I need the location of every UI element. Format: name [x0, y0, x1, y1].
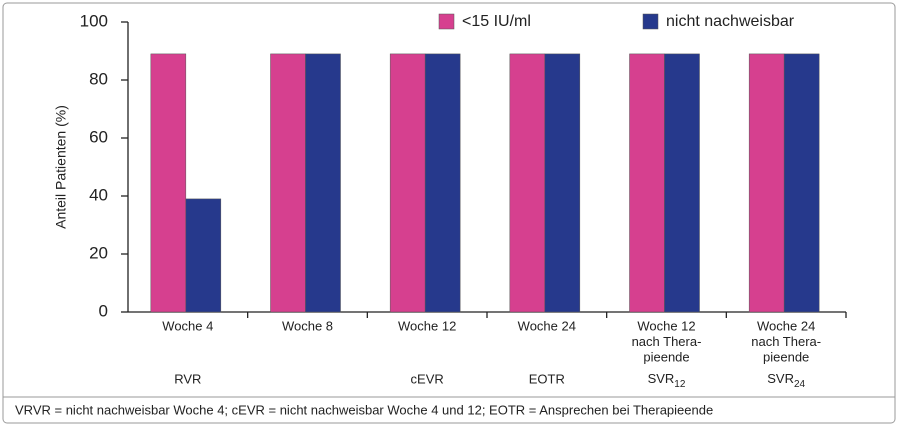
bar [664, 53, 700, 313]
bar [150, 53, 187, 313]
group-label-text: SVR [648, 371, 675, 386]
x-tick-label: Woche 8 [282, 318, 333, 333]
group-label: SVR24 [767, 371, 805, 389]
bar [389, 53, 426, 313]
bar [748, 53, 785, 313]
legend-swatch [438, 13, 455, 30]
group-label: cEVR [411, 371, 444, 386]
bar [305, 53, 341, 313]
bar [629, 53, 665, 313]
x-tick-label: pieende [643, 349, 689, 364]
legend-label: <15 IU/ml [462, 13, 531, 30]
bar [270, 53, 306, 313]
group-label: SVR12 [648, 371, 686, 389]
y-tick-label: 40 [89, 185, 108, 204]
footnote: VRVR = nicht nachweisbar Woche 4; cEVR =… [15, 402, 713, 417]
x-tick-label: Woche 12 [637, 318, 695, 333]
x-tick-label: Woche 24 [518, 318, 576, 333]
x-tick-label: Woche 12 [398, 318, 456, 333]
y-tick-label: 100 [80, 11, 108, 30]
group-label-text: SVR [767, 371, 794, 386]
x-tick-label: nach Thera- [632, 334, 702, 349]
group-label-sub: 12 [674, 379, 686, 390]
group-label: EOTR [529, 371, 565, 386]
bar [509, 53, 546, 313]
bar [185, 198, 222, 313]
bar [544, 53, 581, 313]
bar [783, 53, 820, 313]
bar [424, 53, 461, 313]
group-label-sub: 24 [794, 379, 806, 390]
x-tick-label: nach Thera- [751, 334, 821, 349]
y-axis-title: Anteil Patienten (%) [53, 105, 69, 229]
x-tick-label: Woche 24 [757, 318, 815, 333]
x-tick-label: Woche 4 [162, 318, 213, 333]
x-tick-label: pieende [763, 349, 809, 364]
group-label: RVR [174, 371, 201, 386]
y-tick-label: 80 [89, 69, 108, 88]
y-tick-label: 20 [89, 243, 108, 262]
y-tick-label: 60 [89, 127, 108, 146]
legend-label: nicht nachweisbar [666, 13, 795, 30]
y-tick-label: 0 [99, 301, 108, 320]
legend-swatch [642, 13, 659, 30]
